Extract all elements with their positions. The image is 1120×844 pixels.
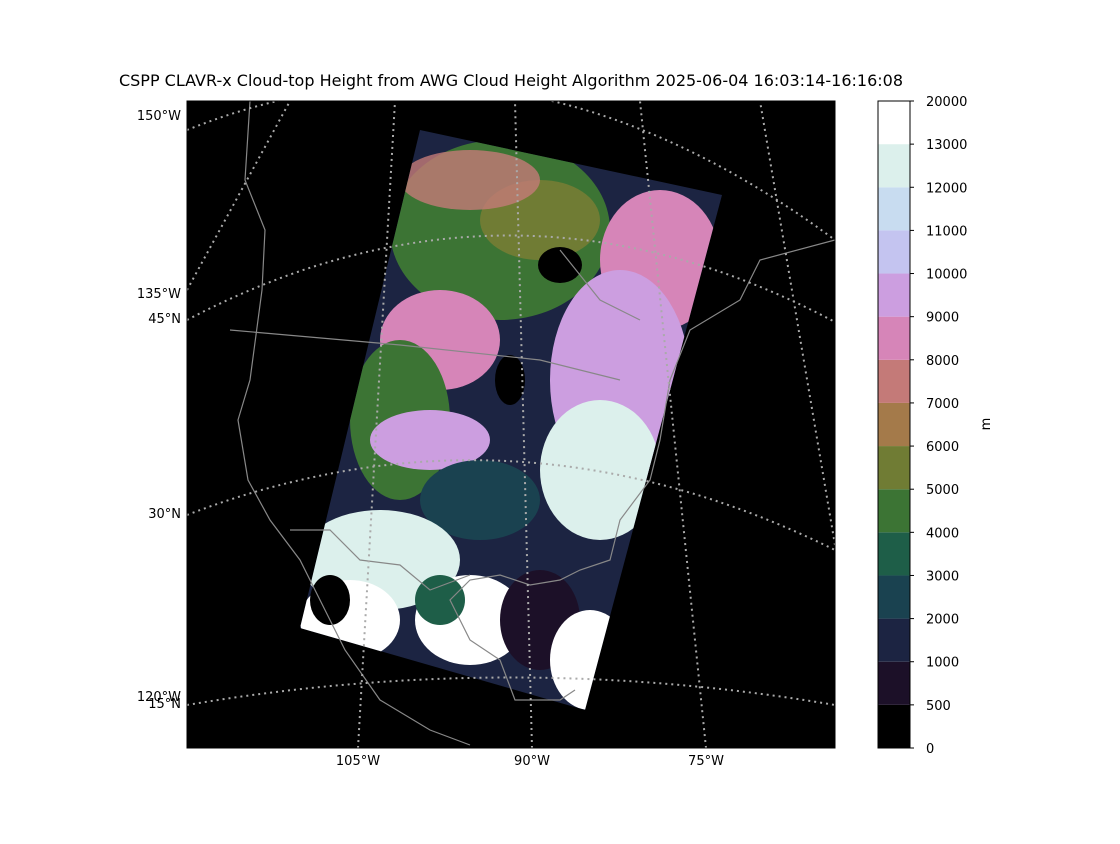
colorbar-segment [878,661,910,705]
colorbar-tick-label: 1000 [926,656,959,671]
colorbar-tick-label: 4000 [926,526,959,541]
graticule [187,676,835,706]
map-label: 120°W [137,690,181,705]
colorbar-segment [878,402,910,447]
graticule [357,101,396,748]
colorbar-segment [878,446,910,490]
coastline [237,101,471,746]
colorbar-tick-label: 13000 [926,138,967,153]
border [229,249,641,591]
map-frame [186,100,836,749]
title: CSPP CLAVR-x Cloud-top Height from AWG C… [119,71,903,90]
map-label: 45°N [148,312,181,327]
colorbar-label: m [979,418,994,431]
colorbar-tick-label: 0 [926,742,934,757]
colorbar-segment [878,532,910,576]
colorbar-segment [878,230,910,274]
map-label: 30°N [148,507,181,522]
map [187,101,835,748]
map-label: 75°W [688,754,724,769]
graticule [187,459,835,551]
colorbar-tick-label: 3000 [926,569,959,584]
colorbar-tick-label: 9000 [926,311,959,326]
map-label: 105°W [336,754,380,769]
graticule [639,101,707,748]
colorbar-segment [878,618,910,662]
colorbar-segment [878,704,910,748]
colorbar-tick-label: 7000 [926,397,959,412]
colorbar-tick-label: 500 [926,699,951,714]
colorbar-frame [877,100,911,749]
colorbar-tick-label: 11000 [926,224,967,239]
colorbar-segment [878,273,910,317]
colorbar-segment [878,101,910,145]
colorbar-segment [878,316,910,360]
colorbar-tick-label: 8000 [926,354,959,369]
colorbar-segment [878,187,910,231]
colorbar-tick-label: 5000 [926,483,959,498]
colorbar-segment [878,359,910,403]
colorbar-tick-label: 12000 [926,181,967,196]
colorbar-tick-label: 20000 [926,95,967,110]
colorbar-segment [878,144,910,188]
map-label: 150°W [137,109,181,124]
colorbar-tick-label: 2000 [926,613,959,628]
colorbar-tick-label: 10000 [926,268,967,283]
coastline [449,239,835,701]
colorbar-tick-label: 6000 [926,440,959,455]
map-label: 90°W [514,754,550,769]
colorbar-segment [878,575,910,619]
colorbar-segment [878,489,910,533]
map-label: 15°N [148,697,181,712]
map-label: 135°W [137,287,181,302]
